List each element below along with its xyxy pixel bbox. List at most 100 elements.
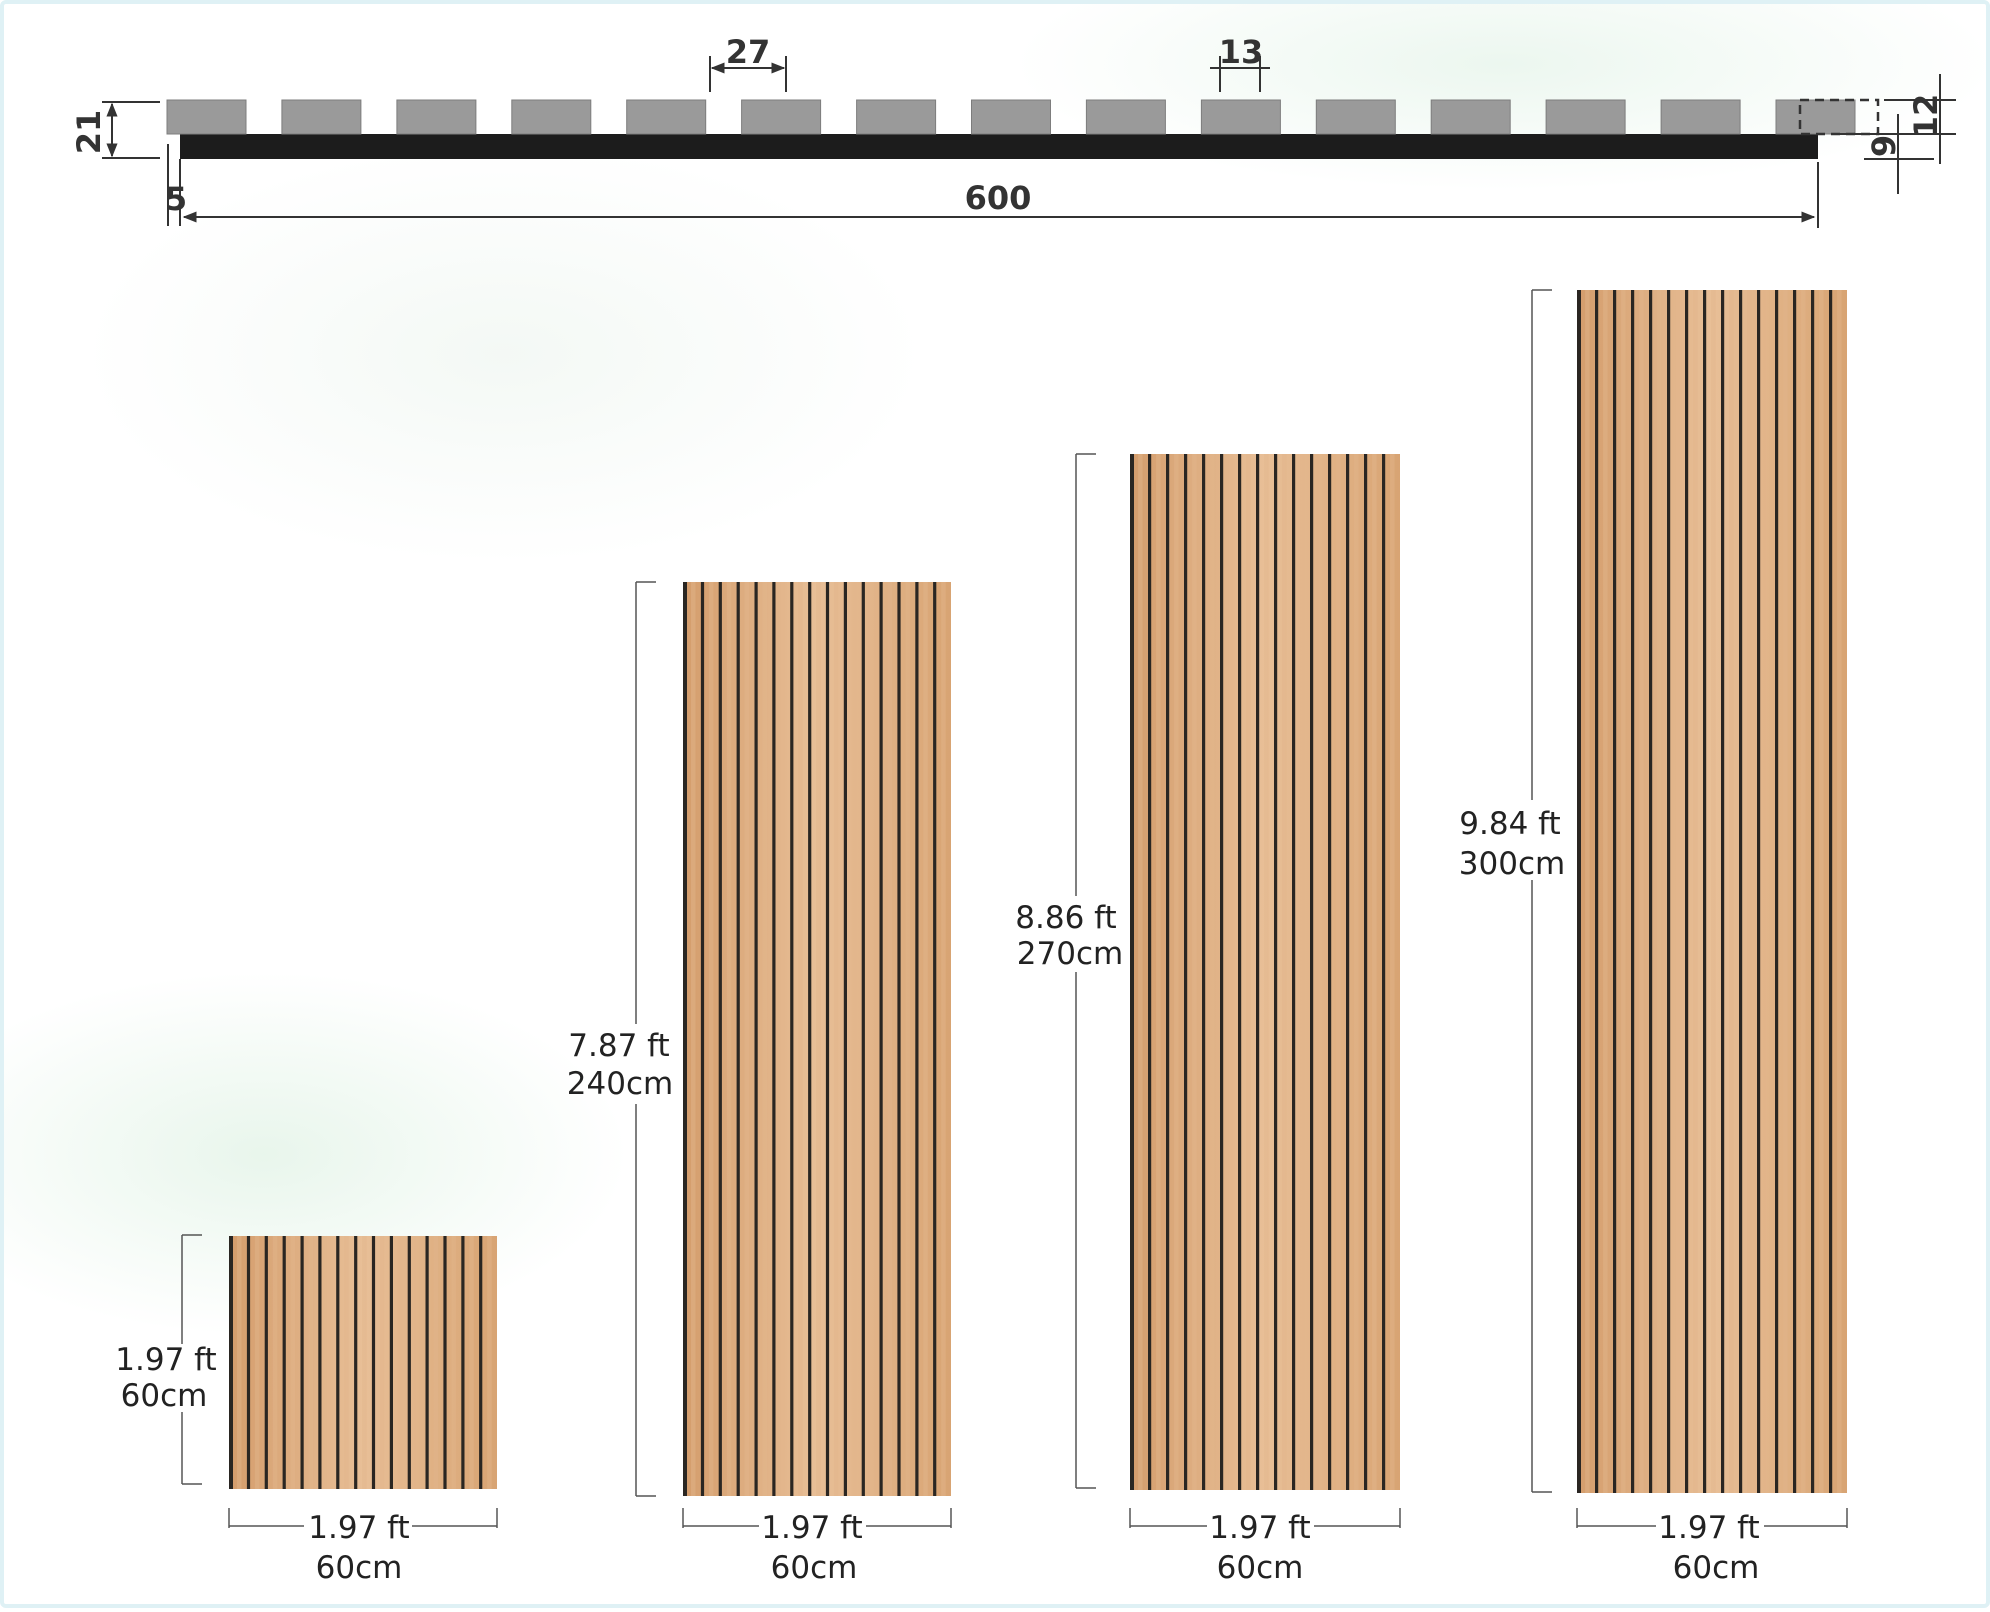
- cross-section-slat: [626, 99, 707, 135]
- panel-groove: [1382, 454, 1386, 1490]
- panel-slat-highlight: [344, 1236, 349, 1489]
- backing-thickness-label: 9: [1865, 135, 1903, 157]
- panel-240cm-group: 7.87 ft 240cm 1.97 ft 60cm: [567, 581, 952, 1586]
- panel-slat-highlight: [1300, 454, 1305, 1490]
- panel-groove: [808, 582, 812, 1496]
- panel-wood-face: [229, 1236, 497, 1489]
- panel-groove: [897, 582, 901, 1496]
- panel-groove: [1166, 454, 1170, 1490]
- panel-slat-highlight: [1318, 454, 1323, 1490]
- panel-groove: [1577, 290, 1581, 1493]
- panel-slat-highlight: [1192, 454, 1197, 1490]
- panel-slat-highlight: [1354, 454, 1359, 1490]
- panel-slat-highlight: [1639, 290, 1644, 1493]
- panel-slat-highlight: [1138, 454, 1143, 1490]
- panel-groove: [790, 582, 794, 1496]
- panel-groove: [336, 1236, 340, 1489]
- panel-300-height-ft: 9.84 ft: [1459, 806, 1560, 842]
- panel-slat-highlight: [362, 1236, 367, 1489]
- panel-groove: [264, 1236, 268, 1489]
- panel-240-width-ft: 1.97 ft: [761, 1510, 862, 1546]
- cross-section-slat: [856, 99, 937, 135]
- panel-slat-highlight: [415, 1236, 421, 1489]
- cross-section-slat: [396, 99, 477, 135]
- panel-groove: [1220, 454, 1224, 1490]
- panel-slat-highlight: [1264, 454, 1269, 1490]
- panel-groove: [1739, 290, 1743, 1493]
- panel-slat-highlight: [451, 1236, 456, 1489]
- panel-groove: [1811, 290, 1815, 1493]
- panel-slat-highlight: [1783, 290, 1788, 1493]
- panel-240-height-cm: 240cm: [567, 1066, 673, 1102]
- panel-slat-highlight: [869, 582, 875, 1496]
- panel-slat-highlight: [1585, 290, 1590, 1493]
- cross-section-slats: [166, 99, 1856, 135]
- panel-groove: [1364, 454, 1368, 1490]
- panel-slat-highlight: [1246, 454, 1251, 1490]
- panel-60-height-cm: 60cm: [121, 1378, 208, 1414]
- panel-groove: [443, 1236, 447, 1489]
- cross-section-slat: [1085, 99, 1166, 135]
- panel-slat-highlight: [1657, 290, 1662, 1493]
- panel-groove: [479, 1236, 483, 1489]
- panel-slat-highlight: [816, 582, 821, 1496]
- panel-groove: [683, 582, 687, 1496]
- panel-slat-highlight: [887, 582, 893, 1496]
- panel-300cm: [1577, 290, 1847, 1493]
- cross-section-slat: [1545, 99, 1626, 135]
- panel-groove: [825, 582, 830, 1496]
- panel-wood-face: [1577, 290, 1847, 1493]
- cross-section-slat: [741, 99, 822, 135]
- panel-300cm-group: 9.84 ft 300cm 1.97 ft 60cm: [1459, 289, 1848, 1586]
- panel-groove: [1631, 290, 1635, 1493]
- panel-60-width-cm: 60cm: [316, 1550, 403, 1586]
- panel-groove: [1793, 290, 1797, 1493]
- panel-groove: [1595, 290, 1599, 1493]
- panel-240cm: [683, 582, 951, 1496]
- panel-groove: [1667, 290, 1671, 1493]
- panel-groove: [915, 582, 919, 1496]
- panel-slat-highlight: [308, 1236, 313, 1489]
- cross-section-slat: [971, 99, 1051, 135]
- panel-groove: [1238, 454, 1242, 1490]
- panel-slat-highlight: [290, 1236, 296, 1489]
- panel-slat-highlight: [1210, 454, 1215, 1490]
- panel-270-width-ft: 1.97 ft: [1209, 1510, 1310, 1546]
- panel-60-height-ft: 1.97 ft: [115, 1342, 216, 1378]
- panel-groove: [300, 1236, 304, 1489]
- panel-270cm-group: 8.86 ft 270cm 1.97 ft 60cm: [1015, 453, 1401, 1586]
- panel-groove: [246, 1236, 251, 1489]
- panel-groove: [1649, 290, 1653, 1493]
- panel-slat-highlight: [941, 582, 946, 1496]
- panel-slat-highlight: [237, 1236, 242, 1489]
- panel-slat-highlight: [1693, 290, 1698, 1493]
- panel-slat-highlight: [1228, 454, 1233, 1490]
- panel-slat-highlight: [1747, 290, 1752, 1493]
- panel-groove: [1613, 290, 1617, 1493]
- panel-slat-highlight: [1603, 290, 1608, 1493]
- panel-wood-face: [683, 582, 951, 1496]
- panel-slat-highlight: [469, 1236, 474, 1489]
- panel-groove: [1721, 290, 1725, 1493]
- panel-groove: [1685, 290, 1689, 1493]
- panel-groove: [1703, 290, 1707, 1493]
- panel-slat-highlight: [708, 582, 714, 1496]
- panel-groove: [1829, 290, 1833, 1493]
- slat-width-label: 27: [726, 33, 771, 71]
- panel-slat-highlight: [1621, 290, 1626, 1493]
- panel-slat-highlight: [798, 582, 803, 1496]
- panel-slat-highlight: [433, 1236, 439, 1489]
- panel-slat-highlight: [851, 582, 857, 1496]
- panel-slat-highlight: [923, 582, 928, 1496]
- panel-slat-highlight: [834, 582, 839, 1496]
- dim-gap-width: 13: [1210, 33, 1270, 92]
- panel-groove: [1148, 454, 1152, 1490]
- cross-section-slat: [1430, 99, 1511, 135]
- cross-section-slat: [281, 99, 362, 135]
- panel-groove: [1274, 454, 1278, 1490]
- panel-groove: [461, 1236, 465, 1489]
- gap-width-label: 13: [1219, 33, 1264, 71]
- panel-slat-highlight: [1336, 454, 1341, 1490]
- panel-300-width-ft: 1.97 ft: [1658, 1510, 1759, 1546]
